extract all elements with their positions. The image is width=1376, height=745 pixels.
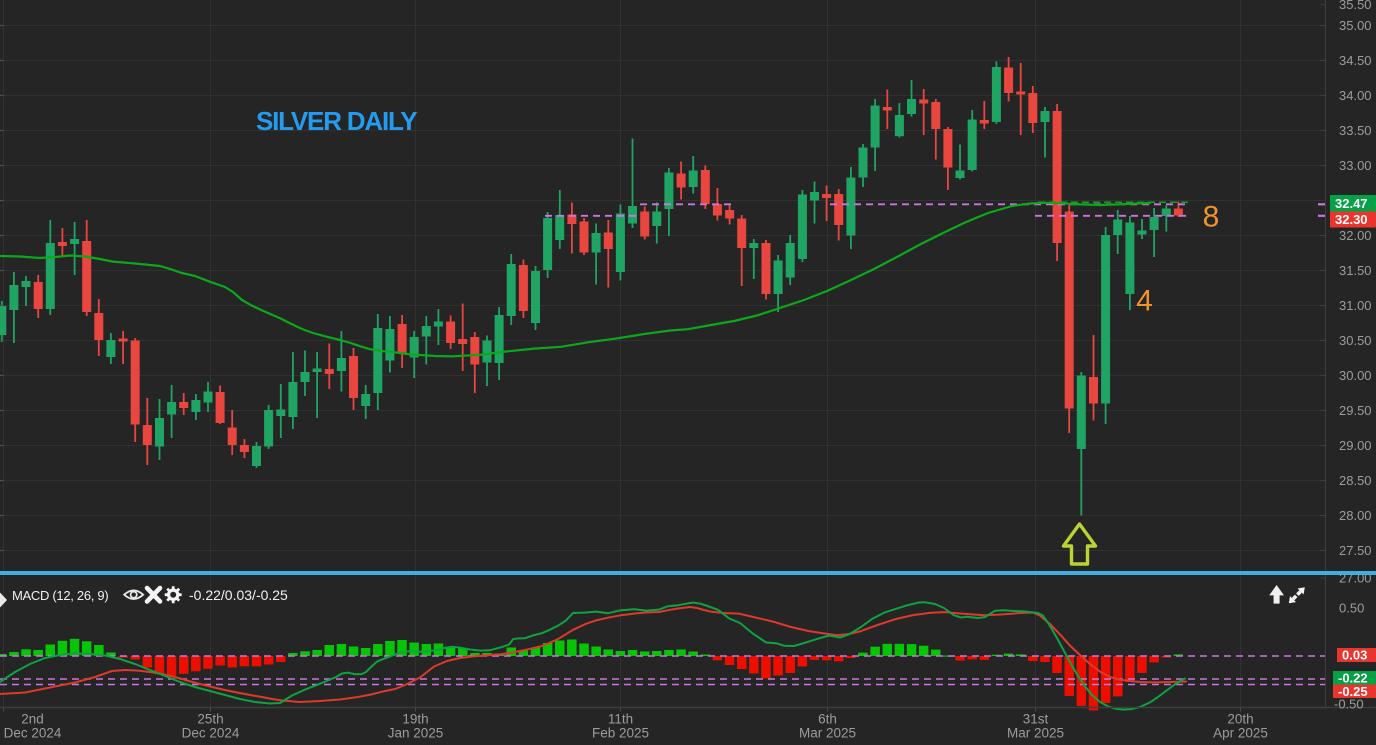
svg-text:Feb 2025: Feb 2025 [592,726,649,741]
svg-text:25th: 25th [197,712,223,727]
svg-text:20th: 20th [1227,712,1253,727]
svg-text:11th: 11th [608,712,633,727]
svg-text:2nd: 2nd [21,712,44,727]
svg-text:31st: 31st [1023,712,1049,727]
svg-text:19th: 19th [402,712,428,727]
svg-text:Mar 2025: Mar 2025 [1007,726,1064,741]
svg-text:0.03: 0.03 [1342,648,1367,663]
svg-text:35.50: 35.50 [1339,0,1372,12]
svg-text:Apr 2025: Apr 2025 [1213,726,1268,741]
svg-text:32.30: 32.30 [1335,212,1368,227]
svg-text:-0.22: -0.22 [1338,670,1368,685]
svg-text:33.50: 33.50 [1339,123,1372,138]
svg-text:-0.25: -0.25 [1338,684,1368,699]
svg-text:32.47: 32.47 [1335,196,1368,211]
svg-text:30.50: 30.50 [1339,333,1372,348]
svg-text:Dec 2024: Dec 2024 [4,726,62,741]
svg-text:31.50: 31.50 [1339,263,1372,278]
svg-text:-0.50: -0.50 [1334,697,1364,712]
svg-text:29.00: 29.00 [1339,438,1372,453]
svg-text:31.00: 31.00 [1339,298,1372,313]
svg-text:32.00: 32.00 [1339,228,1372,243]
svg-text:Dec 2024: Dec 2024 [182,726,240,741]
svg-text:34.00: 34.00 [1339,88,1372,103]
svg-text:MACD (12, 26, 9): MACD (12, 26, 9) [12,588,108,603]
svg-text:SILVER DAILY: SILVER DAILY [256,106,417,136]
svg-text:Mar 2025: Mar 2025 [799,726,856,741]
svg-text:35.00: 35.00 [1339,18,1372,33]
svg-text:29.50: 29.50 [1339,403,1372,418]
svg-text:-0.22/0.03/-0.25: -0.22/0.03/-0.25 [189,587,288,603]
svg-text:8: 8 [1203,201,1220,234]
svg-text:34.50: 34.50 [1339,53,1372,68]
svg-text:33.00: 33.00 [1339,158,1372,173]
svg-text:28.50: 28.50 [1339,473,1372,488]
svg-text:28.00: 28.00 [1339,508,1372,523]
svg-text:27.50: 27.50 [1339,543,1372,558]
svg-text:30.00: 30.00 [1339,368,1372,383]
svg-text:Jan 2025: Jan 2025 [388,726,444,741]
svg-text:6th: 6th [818,712,837,727]
svg-text:0.50: 0.50 [1339,601,1364,616]
svg-text:4: 4 [1136,285,1153,318]
